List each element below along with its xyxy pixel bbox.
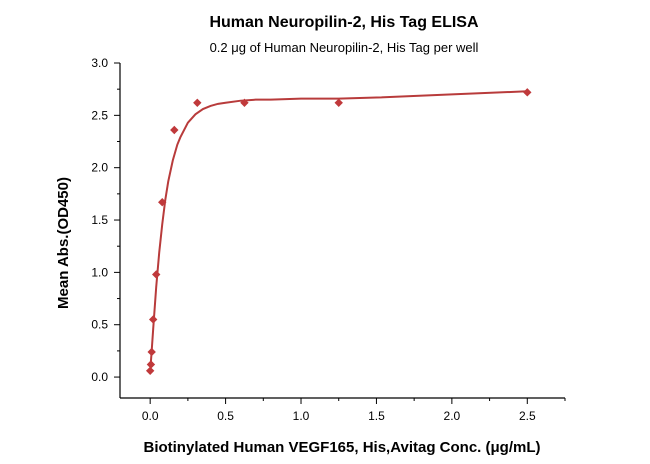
x-axis-ticks: 0.0 0.5 1.0 1.5 2.0 2.5: [142, 398, 566, 423]
y-axis-ticks: 0.0 0.5 1.0 1.5 2.0 2.5 3.0: [91, 56, 120, 384]
x-tick-label: 2.5: [519, 409, 536, 423]
data-point: [523, 88, 532, 97]
y-tick-label: 1.0: [91, 265, 108, 279]
data-point: [193, 98, 202, 107]
data-point: [334, 98, 343, 107]
data-point: [148, 315, 158, 324]
y-tick-label: 0.0: [91, 370, 108, 384]
y-tick-label: 2.5: [91, 108, 108, 122]
x-tick-label: 2.0: [444, 409, 461, 423]
chart-subtitle: 0.2 μg of Human Neuropilin-2, His Tag pe…: [210, 40, 479, 55]
y-axis-label: Mean Abs.(OD450): [55, 177, 72, 309]
x-tick-label: 1.0: [293, 409, 310, 423]
y-tick-label: 1.5: [91, 213, 108, 227]
x-tick-label: 1.5: [368, 409, 385, 423]
plot-area: 0.0 0.5 1.0 1.5 2.0 2.5 3.0 0.0 0.5 1.0 1.5 2.0 2.5: [91, 56, 566, 423]
y-tick-label: 3.0: [91, 56, 108, 70]
y-tick-label: 0.5: [91, 318, 108, 332]
chart-title: Human Neuropilin-2, His Tag ELISA: [209, 14, 479, 31]
data-point: [158, 198, 167, 207]
data-point: [146, 360, 156, 369]
data-point: [240, 98, 249, 107]
x-axis-label: Biotinylated Human VEGF165, His,Avitag C…: [143, 439, 540, 456]
x-tick-label: 0.0: [142, 409, 159, 423]
data-point: [152, 270, 161, 279]
x-tick-label: 0.5: [217, 409, 234, 423]
data-point: [170, 125, 179, 135]
data-point: [145, 366, 155, 375]
data-point: [147, 347, 156, 357]
data-points: [145, 88, 532, 375]
y-tick-label: 2.0: [91, 161, 108, 175]
fit-curve: [149, 90, 528, 372]
